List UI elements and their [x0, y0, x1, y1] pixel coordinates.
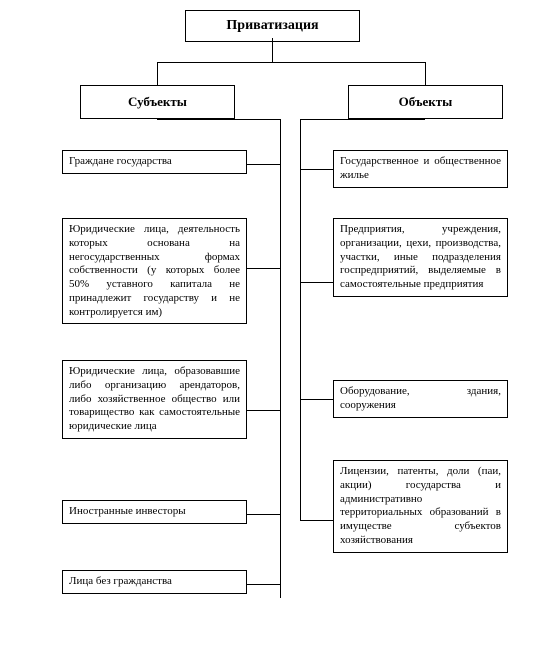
root-title: Приватизация: [185, 10, 360, 42]
subject-item: Юридические лица, образовавшие либо орга…: [62, 360, 247, 439]
branch-left-header: Субъекты: [80, 85, 235, 119]
subject-item: Граждане государства: [62, 150, 247, 174]
object-item: Предприятия, учреждения, организации, це…: [333, 218, 508, 297]
object-item: Лицензии, патенты, доли (паи, акции) гос…: [333, 460, 508, 553]
subject-item: Иностранные инвесторы: [62, 500, 247, 524]
object-item: Оборудование, здания, сооружения: [333, 380, 508, 418]
branch-right-header: Объекты: [348, 85, 503, 119]
subject-item: Лица без гражданства: [62, 570, 247, 594]
object-item: Государственное и общественное жилье: [333, 150, 508, 188]
subject-item: Юридические лица, деятельность которых о…: [62, 218, 247, 324]
